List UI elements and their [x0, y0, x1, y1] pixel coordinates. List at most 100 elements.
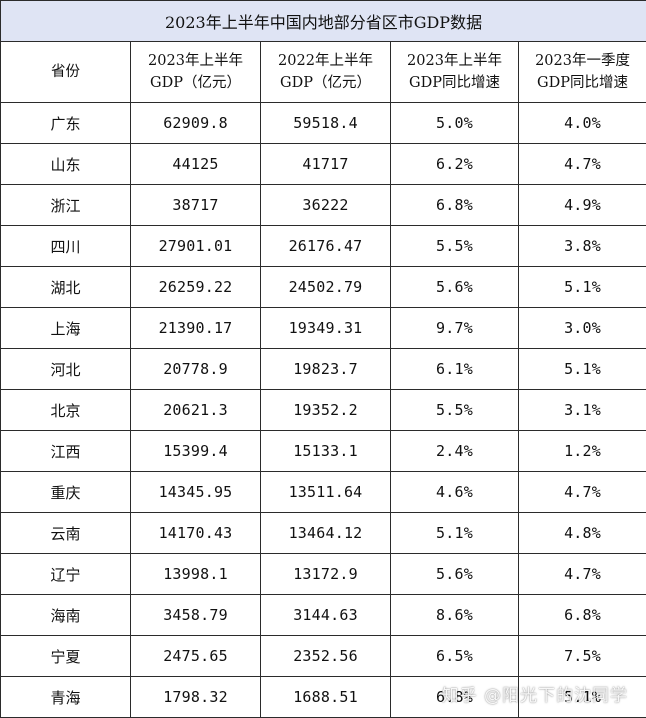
cell-gdp-2023: 27901.01 [130, 225, 261, 267]
cell-province: 浙江 [0, 184, 131, 226]
cell-growth-h1: 6.8% [390, 184, 519, 226]
cell-gdp-2022: 36222 [260, 184, 391, 226]
cell-growth-q1: 3.1% [517, 389, 646, 431]
cell-growth-h1: 6.1% [390, 348, 519, 390]
cell-growth-q1: 4.7% [517, 553, 646, 595]
cell-growth-q1: 3.8% [517, 225, 646, 267]
cell-gdp-2023: 20778.9 [130, 348, 261, 390]
cell-province: 湖北 [0, 266, 131, 308]
cell-growth-q1: 4.9% [517, 184, 646, 226]
header-gdp-2022-h1-line2: GDP（亿元） [280, 75, 371, 91]
cell-growth-q1: 5.1% [517, 676, 646, 718]
cell-gdp-2022: 19349.31 [260, 307, 391, 349]
cell-growth-h1: 5.6% [390, 266, 519, 308]
cell-gdp-2022: 59518.4 [260, 102, 391, 144]
header-growth-2023-h1: 2023年上半年 GDP同比增速 [390, 41, 519, 103]
cell-gdp-2022: 24502.79 [260, 266, 391, 308]
table-row: 江西 15399.4 15133.1 2.4% 1.2% [0, 430, 646, 472]
cell-province: 江西 [0, 430, 131, 472]
table-row: 海南 3458.79 3144.63 8.6% 6.8% [0, 594, 646, 636]
cell-growth-q1: 5.1% [517, 266, 646, 308]
cell-province: 云南 [0, 512, 131, 554]
cell-growth-q1: 3.0% [517, 307, 646, 349]
cell-gdp-2023: 21390.17 [130, 307, 261, 349]
table-row: 湖北 26259.22 24502.79 5.6% 5.1% [0, 266, 646, 308]
table-row: 河北 20778.9 19823.7 6.1% 5.1% [0, 348, 646, 390]
cell-growth-q1: 7.5% [517, 635, 646, 677]
header-gdp-2022-h1: 2022年上半年 GDP（亿元） [260, 41, 391, 103]
cell-gdp-2022: 19352.2 [260, 389, 391, 431]
cell-gdp-2022: 3144.63 [260, 594, 391, 636]
cell-gdp-2022: 26176.47 [260, 225, 391, 267]
cell-growth-q1: 4.0% [517, 102, 646, 144]
table-row: 山东 44125 41717 6.2% 4.7% [0, 143, 646, 185]
cell-gdp-2022: 13464.12 [260, 512, 391, 554]
cell-gdp-2023: 26259.22 [130, 266, 261, 308]
cell-province: 四川 [0, 225, 131, 267]
table-title: 2023年上半年中国内地部分省区市GDP数据 [0, 0, 646, 42]
header-growth-2023-h1-line1: 2023年上半年 [407, 53, 502, 69]
cell-province: 辽宁 [0, 553, 131, 595]
cell-growth-q1: 4.7% [517, 143, 646, 185]
header-gdp-2023-h1-line1: 2023年上半年 [148, 53, 243, 69]
cell-gdp-2023: 3458.79 [130, 594, 261, 636]
cell-province: 重庆 [0, 471, 131, 513]
cell-gdp-2023: 44125 [130, 143, 261, 185]
table-row: 上海 21390.17 19349.31 9.7% 3.0% [0, 307, 646, 349]
cell-gdp-2023: 2475.65 [130, 635, 261, 677]
cell-growth-h1: 5.6% [390, 553, 519, 595]
cell-growth-h1: 8.6% [390, 594, 519, 636]
table-row: 浙江 38717 36222 6.8% 4.9% [0, 184, 646, 226]
table-row: 宁夏 2475.65 2352.56 6.5% 7.5% [0, 635, 646, 677]
cell-growth-q1: 6.8% [517, 594, 646, 636]
cell-growth-h1: 5.0% [390, 102, 519, 144]
cell-gdp-2023: 1798.32 [130, 676, 261, 718]
cell-gdp-2023: 38717 [130, 184, 261, 226]
cell-gdp-2022: 19823.7 [260, 348, 391, 390]
cell-gdp-2023: 14170.43 [130, 512, 261, 554]
cell-growth-h1: 6.5% [390, 635, 519, 677]
cell-growth-q1: 1.2% [517, 430, 646, 472]
cell-gdp-2022: 1688.51 [260, 676, 391, 718]
cell-gdp-2023: 15399.4 [130, 430, 261, 472]
cell-province: 河北 [0, 348, 131, 390]
header-gdp-2023-h1-line2: GDP（亿元） [150, 75, 241, 91]
cell-gdp-2022: 15133.1 [260, 430, 391, 472]
table-title-row: 2023年上半年中国内地部分省区市GDP数据 [0, 0, 646, 42]
header-growth-2023-q1-line2: GDP同比增速 [537, 75, 629, 91]
cell-growth-q1: 4.8% [517, 512, 646, 554]
cell-gdp-2022: 41717 [260, 143, 391, 185]
table-row: 北京 20621.3 19352.2 5.5% 3.1% [0, 389, 646, 431]
header-growth-2023-h1-line2: GDP同比增速 [409, 75, 500, 91]
cell-province: 海南 [0, 594, 131, 636]
cell-growth-q1: 4.7% [517, 471, 646, 513]
cell-province: 青海 [0, 676, 131, 718]
table-row: 云南 14170.43 13464.12 5.1% 4.8% [0, 512, 646, 554]
cell-growth-h1: 5.5% [390, 225, 519, 267]
cell-province: 广东 [0, 102, 131, 144]
cell-growth-h1: 5.5% [390, 389, 519, 431]
header-growth-2023-q1: 2023年一季度 GDP同比增速 [517, 41, 646, 103]
cell-growth-h1: 4.6% [390, 471, 519, 513]
cell-gdp-2023: 13998.1 [130, 553, 261, 595]
table-row: 四川 27901.01 26176.47 5.5% 3.8% [0, 225, 646, 267]
header-growth-2023-q1-line1: 2023年一季度 [535, 53, 630, 69]
table-row: 辽宁 13998.1 13172.9 5.6% 4.7% [0, 553, 646, 595]
cell-gdp-2023: 62909.8 [130, 102, 261, 144]
cell-gdp-2023: 20621.3 [130, 389, 261, 431]
cell-gdp-2022: 13511.64 [260, 471, 391, 513]
cell-growth-q1: 5.1% [517, 348, 646, 390]
cell-province: 宁夏 [0, 635, 131, 677]
cell-province: 山东 [0, 143, 131, 185]
cell-province: 上海 [0, 307, 131, 349]
header-province: 省份 [0, 41, 131, 103]
table-header-row: 省份 2023年上半年 GDP（亿元） 2022年上半年 GDP（亿元） 202… [0, 41, 646, 103]
table-row: 广东 62909.8 59518.4 5.0% 4.0% [0, 102, 646, 144]
cell-growth-h1: 6.8% [390, 676, 519, 718]
cell-growth-h1: 9.7% [390, 307, 519, 349]
cell-gdp-2023: 14345.95 [130, 471, 261, 513]
cell-growth-h1: 2.4% [390, 430, 519, 472]
